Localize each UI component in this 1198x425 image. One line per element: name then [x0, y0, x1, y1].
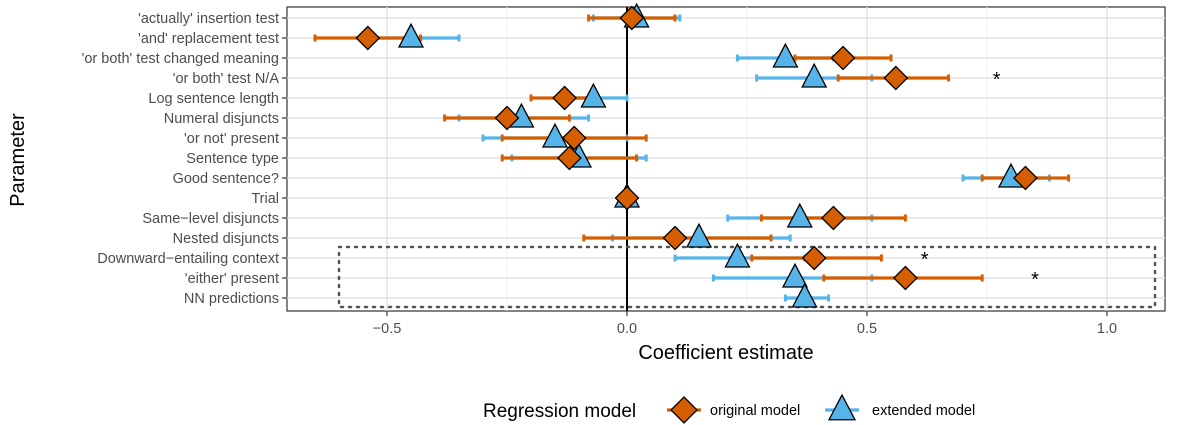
y-tick-label: 'or both' test changed meaning	[82, 51, 279, 67]
extended-model-marker	[724, 242, 751, 268]
y-tick-label: Numeral disjuncts	[164, 111, 279, 127]
original-model-marker	[662, 225, 688, 251]
extended-model-marker	[685, 222, 713, 248]
y-axis-label: Parameter	[7, 113, 29, 207]
significance-annotations: * * *	[921, 69, 1039, 291]
extended-model-marker	[781, 262, 809, 288]
original-model-marker	[830, 45, 856, 71]
legend-item-extended: extended model	[825, 393, 975, 421]
x-tick-label: 1.0	[1097, 321, 1117, 337]
extended-model-marker	[541, 122, 569, 148]
significance-star: *	[993, 69, 1001, 91]
extended-model-marker	[580, 82, 607, 108]
x-axis-label: Coefficient estimate	[638, 342, 813, 364]
original-model-marker	[552, 85, 578, 111]
original-model-marker	[820, 205, 846, 231]
extended-model-marker	[791, 282, 818, 308]
legend-item-original: original model	[667, 396, 800, 424]
original-model-marker	[801, 245, 827, 271]
y-tick-label: Downward−entailing context	[97, 251, 279, 267]
original-model-marker	[355, 25, 381, 51]
original-model-marker	[892, 265, 918, 291]
original-model-marker	[556, 145, 582, 171]
y-tick-label: Sentence type	[186, 151, 279, 167]
significance-star: *	[921, 249, 929, 271]
y-tick-label: 'and' replacement test	[138, 31, 279, 47]
y-tick-label: Nested disjuncts	[173, 231, 279, 247]
y-tick-label: Good sentence?	[173, 171, 279, 187]
y-tick-label: NN predictions	[184, 291, 279, 307]
legend-diamond-icon	[670, 396, 698, 424]
original-model-marker	[883, 65, 909, 91]
y-tick-label: Same−level disjuncts	[142, 211, 279, 227]
original-model-marker	[619, 5, 645, 31]
extended-model-marker	[397, 22, 425, 48]
x-tick-label: −0.5	[373, 321, 402, 337]
y-tick-label: 'either' present	[185, 271, 279, 287]
y-tick-label: Trial	[251, 191, 279, 207]
extended-model-marker	[786, 202, 813, 228]
original-model-marker	[1012, 165, 1038, 191]
legend: Regression model original model extended …	[483, 393, 975, 424]
legend-label-extended: extended model	[872, 403, 975, 419]
x-tick-label: 0.5	[857, 321, 877, 337]
legend-label-original: original model	[710, 403, 800, 419]
x-tick-label: 0.0	[617, 321, 637, 337]
extended-model-marker	[772, 42, 799, 68]
legend-title: Regression model	[483, 401, 636, 422]
dotted-highlight-box	[337, 245, 1157, 309]
significance-star: *	[1031, 269, 1039, 291]
point-markers	[355, 2, 1038, 308]
extended-model-marker	[801, 62, 828, 88]
y-tick-label: 'actually' insertion test	[138, 11, 279, 27]
original-model-marker	[494, 105, 520, 131]
highlight-box	[337, 245, 1157, 309]
x-tick-labels: −0.5 0.0 0.5 1.0	[373, 311, 1117, 337]
y-tick-label: 'or not' present	[184, 131, 279, 147]
original-model-marker	[561, 125, 587, 151]
y-tick-label: Log sentence length	[148, 91, 279, 107]
original-model-marker	[614, 185, 640, 211]
y-tick-labels: 'actually' insertion test 'and' replaceme…	[82, 11, 287, 307]
y-tick-label: 'or both' test N/A	[173, 71, 280, 87]
legend-triangle-icon	[827, 393, 857, 421]
